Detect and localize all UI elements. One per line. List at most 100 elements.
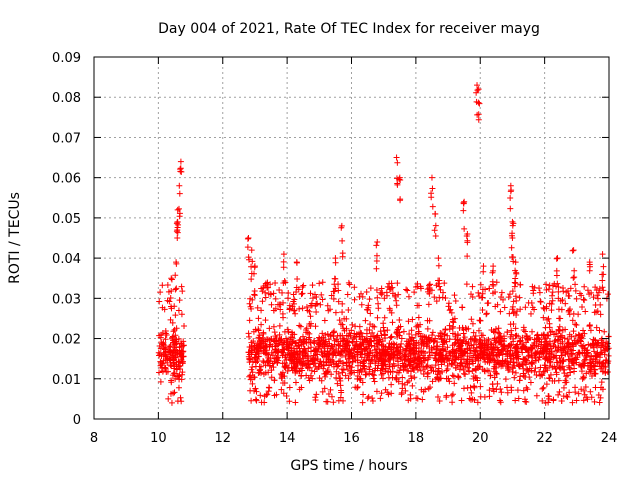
data-point: [344, 291, 351, 298]
data-point: [177, 394, 184, 401]
data-point: [170, 339, 177, 346]
data-point: [535, 343, 542, 350]
data-point: [529, 328, 536, 335]
data-point: [253, 397, 260, 404]
data-point: [368, 356, 375, 363]
data-point: [297, 323, 304, 330]
data-point: [309, 295, 316, 302]
data-point: [583, 370, 590, 377]
data-point: [439, 368, 446, 375]
data-point: [523, 361, 530, 368]
data-point: [168, 305, 175, 312]
data-point: [591, 398, 598, 405]
data-point: [299, 367, 306, 374]
data-point: [562, 377, 569, 384]
data-point: [371, 378, 378, 385]
data-point: [536, 338, 543, 345]
data-point: [449, 360, 456, 367]
data-point: [556, 327, 563, 334]
data-point: [300, 282, 307, 289]
data-point: [414, 302, 421, 309]
data-point: [405, 397, 412, 404]
data-point: [156, 298, 163, 305]
data-point: [311, 368, 318, 375]
data-point: [428, 194, 435, 201]
data-point: [436, 283, 443, 290]
data-point: [594, 295, 601, 302]
data-point: [479, 366, 486, 373]
data-point: [444, 344, 451, 351]
data-point: [569, 317, 576, 324]
data-point: [344, 342, 351, 349]
data-point: [531, 352, 538, 359]
data-point: [386, 284, 393, 291]
data-point: [452, 349, 459, 356]
data-point: [533, 371, 540, 378]
data-point: [540, 332, 547, 339]
data-point: [472, 374, 479, 381]
data-point: [540, 304, 547, 311]
data-point: [311, 357, 318, 364]
data-point: [550, 396, 557, 403]
data-point: [382, 344, 389, 351]
data-point: [598, 349, 605, 356]
y-tick-label: 0.06: [52, 172, 81, 187]
data-point: [249, 380, 256, 387]
data-point: [474, 351, 481, 358]
data-point: [509, 288, 516, 295]
data-point: [512, 293, 519, 300]
data-point: [332, 275, 339, 282]
data-point: [174, 349, 181, 356]
data-point: [578, 292, 585, 299]
data-point: [477, 393, 484, 400]
data-point: [304, 329, 311, 336]
data-point: [513, 308, 520, 315]
data-point: [287, 356, 294, 363]
data-point: [272, 280, 279, 287]
data-point: [329, 351, 336, 358]
data-point: [333, 368, 340, 375]
data-point: [258, 307, 265, 314]
data-point: [315, 346, 322, 353]
data-point: [435, 262, 442, 269]
data-point: [285, 364, 292, 371]
data-point: [485, 339, 492, 346]
data-point: [348, 327, 355, 334]
data-point: [251, 292, 258, 299]
data-point: [179, 343, 186, 350]
data-point: [387, 346, 394, 353]
data-point: [545, 315, 552, 322]
data-point: [475, 116, 482, 123]
data-point: [262, 294, 269, 301]
data-point: [597, 394, 604, 401]
data-point: [581, 283, 588, 290]
data-point: [470, 352, 477, 359]
data-point: [417, 358, 424, 365]
data-point: [600, 362, 607, 369]
data-point: [386, 363, 393, 370]
data-point: [455, 373, 462, 380]
data-point: [491, 357, 498, 364]
data-point: [564, 340, 571, 347]
data-point: [543, 281, 550, 288]
data-point: [378, 341, 385, 348]
data-point: [462, 371, 469, 378]
data-point: [280, 339, 287, 346]
data-point: [581, 297, 588, 304]
data-point: [555, 336, 562, 343]
data-point: [325, 342, 332, 349]
data-point: [165, 395, 172, 402]
data-point: [410, 365, 417, 372]
data-point: [362, 317, 369, 324]
data-point: [171, 365, 178, 372]
data-point: [346, 281, 353, 288]
data-point: [412, 283, 419, 290]
data-point: [257, 366, 264, 373]
data-point: [577, 338, 584, 345]
data-point: [394, 159, 401, 166]
data-point: [480, 355, 487, 362]
data-point: [546, 375, 553, 382]
data-point: [412, 331, 419, 338]
data-point: [156, 332, 163, 339]
x-tick-label: 12: [214, 431, 231, 446]
